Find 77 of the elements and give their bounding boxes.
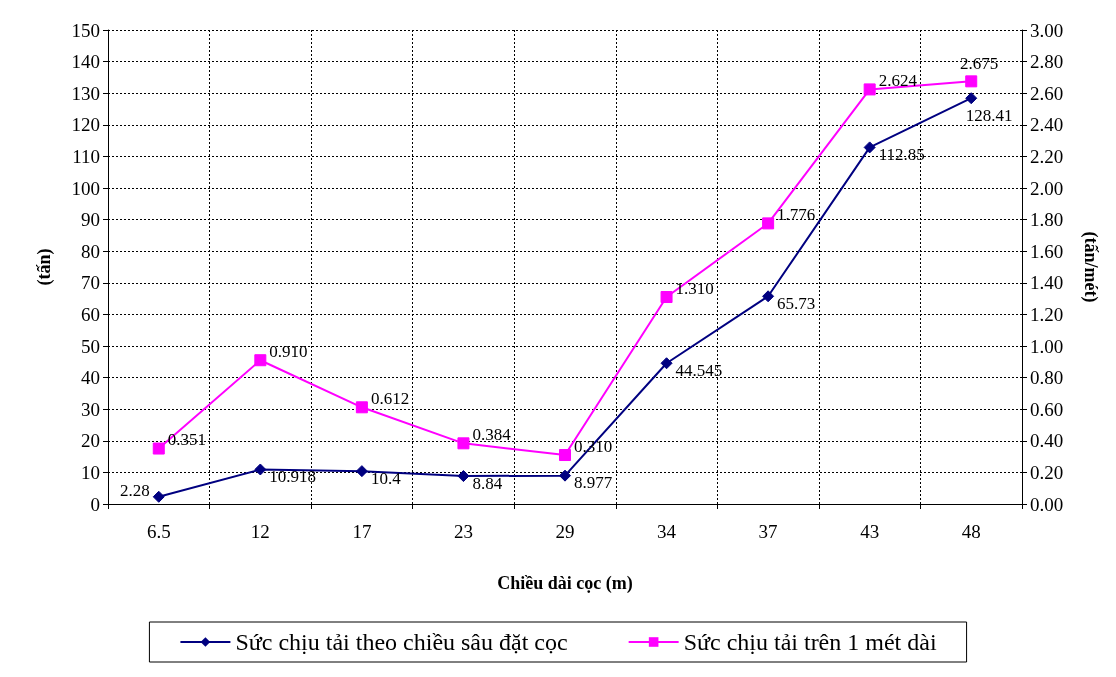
- y2-tick-label: 1.80: [1030, 209, 1064, 231]
- legend-label: Sức chịu tải trên 1 mét dài: [683, 629, 937, 655]
- y2-tick-label: 0.60: [1030, 398, 1064, 420]
- y2-tick-label: 2.60: [1030, 82, 1064, 104]
- data-label: 128.41: [965, 106, 1013, 126]
- point: [254, 463, 267, 476]
- y2-tick-label: 0.00: [1030, 493, 1064, 515]
- data-label: 0.910: [269, 341, 308, 361]
- x-tick-label: 12: [250, 521, 270, 542]
- x-tick-label: 48: [961, 521, 981, 542]
- data-label: 2.675: [960, 54, 999, 74]
- y-tick-label: 130: [71, 82, 100, 104]
- y-tick-label: 110: [72, 145, 100, 167]
- point: [660, 291, 673, 304]
- x-tick-label: 43: [860, 521, 880, 542]
- x-tick-label: 17: [352, 521, 372, 542]
- point: [152, 490, 165, 503]
- y-tick-label: 50: [81, 335, 100, 357]
- point: [355, 465, 368, 478]
- data-label: 8.84: [472, 473, 503, 493]
- y2-tick-label: 0.40: [1030, 430, 1064, 452]
- point: [660, 357, 673, 370]
- y2-tick-label: 1.40: [1030, 272, 1064, 294]
- y-axis-title: (tấn): [34, 248, 55, 286]
- data-label: 10.4: [370, 468, 402, 488]
- y2-tick-label: 2.00: [1030, 177, 1064, 199]
- y-tick-label: 150: [71, 19, 100, 41]
- point: [863, 141, 876, 154]
- point: [559, 469, 571, 482]
- point: [965, 75, 978, 88]
- point: [152, 442, 165, 455]
- data-label: 65.73: [777, 293, 816, 313]
- data-label: 112.85: [878, 144, 925, 164]
- x-tick-label: 23: [453, 521, 473, 542]
- y-tick-label: 90: [81, 209, 100, 231]
- y2-tick-label: 1.00: [1030, 335, 1064, 357]
- y-tick-label: 80: [81, 240, 100, 262]
- legend-label: Sức chịu tải theo chiều sâu đặt cọc: [235, 629, 568, 655]
- point: [863, 83, 876, 96]
- y-tick-label: 10: [81, 461, 100, 483]
- y2-tick-label: 2.40: [1030, 114, 1064, 136]
- x-tick-label: 29: [555, 521, 575, 542]
- y2-axis-title: (tấn/mét): [1080, 231, 1101, 303]
- y-tick-label: 70: [81, 272, 100, 294]
- point: [254, 354, 267, 367]
- y-tick-label: 30: [81, 398, 100, 420]
- y-tick-label: 140: [71, 51, 100, 73]
- y2-tick-label: 3.00: [1030, 19, 1064, 41]
- data-label: 44.545: [675, 360, 723, 380]
- point: [762, 217, 775, 230]
- y2-tick-label: 0.80: [1030, 367, 1064, 389]
- data-label: 0.351: [167, 430, 207, 450]
- y2-tick-label: 1.20: [1030, 303, 1064, 325]
- x-tick-label: 6.5: [146, 521, 171, 542]
- point: [762, 290, 775, 303]
- y2-tick-label: 2.20: [1030, 145, 1064, 167]
- data-label: 2.624: [878, 70, 918, 90]
- data-label: 0.384: [472, 424, 512, 444]
- y2-tick-label: 0.20: [1030, 461, 1064, 483]
- x-tick-label: 37: [758, 521, 778, 542]
- point: [355, 401, 368, 414]
- data-label: 8.977: [574, 473, 613, 493]
- y-tick-label: 60: [81, 303, 100, 325]
- y-tick-label: 20: [81, 430, 100, 452]
- data-label: 2.28: [120, 481, 150, 501]
- y-tick-label: 40: [81, 367, 100, 389]
- point: [965, 92, 978, 105]
- point: [457, 437, 470, 450]
- y-tick-label: 120: [71, 114, 100, 136]
- y2-tick-label: 2.80: [1030, 51, 1064, 73]
- y-tick-label: 100: [71, 177, 100, 199]
- x-tick-label: 34: [657, 521, 677, 542]
- y2-tick-label: 1.60: [1030, 240, 1064, 262]
- y-tick-label: 0: [90, 493, 100, 515]
- x-axis-title: Chiều dài cọc (m): [497, 573, 633, 594]
- data-label: 0.612: [370, 388, 410, 408]
- point: [559, 449, 571, 462]
